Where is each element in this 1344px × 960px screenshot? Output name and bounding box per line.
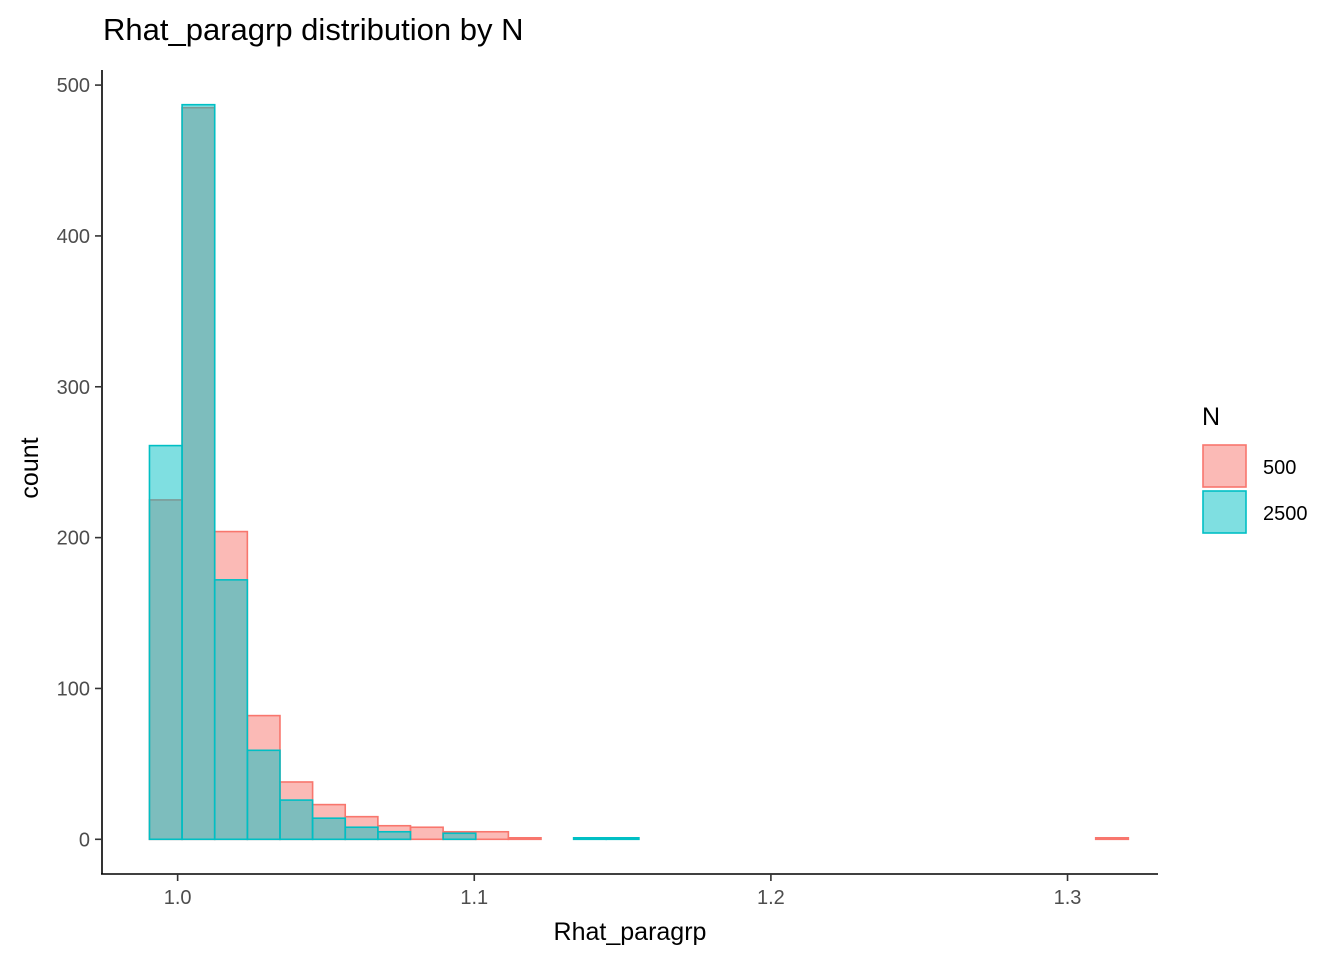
y-tick-label: 100 [57, 678, 90, 700]
legend-key-n500 [1202, 444, 1247, 488]
bars-layer [148, 103, 1130, 841]
histogram-bar-n2500-bin-4 [246, 749, 281, 841]
histogram-bar-n2500-bin-14 [572, 836, 608, 841]
legend-label-n2500: 2500 [1263, 503, 1308, 525]
histogram-bar-n2500-bin-2 [181, 103, 216, 841]
histogram-bar-n500-bin-12 [507, 836, 542, 841]
chart-title: Rhat_paragrp distribution by N [103, 12, 523, 47]
histogram-bar-n2500-bin-10 [442, 832, 477, 841]
legend-label-n500: 500 [1263, 457, 1296, 479]
x-axis-ticks: 1.0 1.1 1.2 1.3 [164, 874, 1082, 909]
histogram-bar-n2500-bin-8 [377, 830, 412, 841]
legend: N 500 2500 [1202, 403, 1308, 534]
legend-title: N [1202, 403, 1220, 431]
x-axis-title: Rhat_paragrp [554, 918, 707, 946]
histogram-bar-n2500-bin-6 [311, 817, 347, 841]
legend-key-n2500 [1202, 490, 1247, 534]
histogram-bar-n2500-bin-1 [148, 444, 183, 841]
histogram-bar-n2500-bin-15 [605, 836, 640, 841]
y-tick-label: 300 [57, 377, 90, 399]
y-tick-label: 500 [57, 75, 90, 97]
x-tick-label: 1.0 [164, 887, 192, 909]
histogram-bar-n2500-bin-3 [213, 579, 249, 841]
x-tick-label: 1.2 [757, 887, 785, 909]
histogram-bar-n500-bin-9 [409, 826, 444, 841]
y-axis-ticks: 0 100 200 300 400 500 [57, 75, 102, 851]
y-tick-label: 0 [79, 829, 90, 851]
histogram-bar-n500-bin-11 [474, 830, 510, 841]
histogram-bar-n2500-bin-7 [344, 826, 379, 841]
y-tick-label: 400 [57, 226, 90, 248]
y-axis-title: count [16, 437, 44, 498]
histogram-bar-n2500-bin-5 [279, 799, 314, 841]
x-tick-label: 1.3 [1054, 887, 1082, 909]
histogram-bar-n500-bin-30 [1094, 836, 1130, 841]
x-tick-label: 1.1 [460, 887, 488, 909]
y-tick-label: 200 [57, 528, 90, 550]
